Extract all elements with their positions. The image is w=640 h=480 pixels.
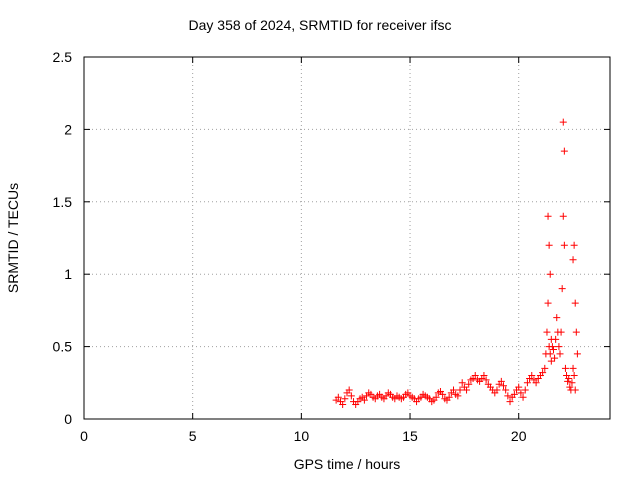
data-point xyxy=(480,372,488,380)
data-point xyxy=(528,372,536,380)
data-point xyxy=(539,369,547,377)
data-point xyxy=(572,328,580,336)
data-point xyxy=(532,379,540,387)
data-point xyxy=(546,350,554,358)
data-point xyxy=(560,147,568,155)
data-point xyxy=(564,377,572,385)
y-tick-label: 2 xyxy=(64,121,72,137)
data-point xyxy=(515,383,523,391)
y-tick-label: 0 xyxy=(64,411,72,427)
data-point xyxy=(552,335,560,343)
data-point xyxy=(555,343,563,351)
data-point xyxy=(549,345,557,353)
data-point xyxy=(463,386,471,394)
data-point xyxy=(569,364,577,372)
data-point xyxy=(345,386,353,394)
data-point xyxy=(456,386,464,394)
data-point xyxy=(445,393,453,401)
data-point xyxy=(506,398,514,406)
data-point xyxy=(570,241,578,249)
data-point xyxy=(570,372,578,380)
data-point xyxy=(558,285,566,293)
data-point xyxy=(545,241,553,249)
data-point xyxy=(334,393,342,401)
chart-title: Day 358 of 2024, SRMTID for receiver ifs… xyxy=(188,17,452,33)
y-tick-label: 1.5 xyxy=(53,194,73,210)
data-point xyxy=(551,354,559,362)
data-point xyxy=(568,379,576,387)
data-point xyxy=(341,395,349,403)
data-point xyxy=(560,241,568,249)
data-point xyxy=(493,386,501,394)
data-point xyxy=(569,256,577,264)
data-point xyxy=(517,389,525,397)
data-point xyxy=(499,382,507,390)
data-point xyxy=(544,212,552,220)
data-point xyxy=(482,376,490,384)
data-point xyxy=(566,383,574,391)
y-tick-label: 2.5 xyxy=(53,49,73,65)
data-point xyxy=(450,386,458,394)
data-point xyxy=(559,212,567,220)
data-point xyxy=(432,393,440,401)
data-point xyxy=(523,379,531,387)
data-point xyxy=(557,328,565,336)
data-point xyxy=(439,390,447,398)
data-point xyxy=(543,328,551,336)
data-point xyxy=(471,372,479,380)
data-point xyxy=(565,374,573,382)
data-point xyxy=(504,392,512,400)
y-tick-label: 1 xyxy=(64,266,72,282)
data-point xyxy=(571,299,579,307)
data-points xyxy=(332,118,581,409)
data-point xyxy=(458,379,466,387)
data-point xyxy=(547,357,555,365)
x-axis-label: GPS time / hours xyxy=(293,456,401,472)
data-point xyxy=(573,350,581,358)
x-tick-label: 5 xyxy=(189,428,197,444)
x-tick-label: 15 xyxy=(402,428,418,444)
data-point xyxy=(553,314,561,322)
data-point xyxy=(544,299,552,307)
y-tick-label: 0.5 xyxy=(53,339,73,355)
data-point xyxy=(502,386,510,394)
data-point xyxy=(561,364,569,372)
data-point xyxy=(559,118,567,126)
data-point xyxy=(556,350,564,358)
grid-lines xyxy=(84,57,610,419)
axis-ticks: 0 5 10 15 20 0 0.5 1 1.5 2 2.5 xyxy=(53,49,610,444)
data-point xyxy=(541,364,549,372)
data-point xyxy=(548,343,556,351)
data-point xyxy=(465,380,473,388)
data-point xyxy=(497,377,505,385)
data-point xyxy=(546,270,554,278)
data-point xyxy=(571,386,579,394)
data-point xyxy=(519,393,527,401)
data-point xyxy=(510,390,518,398)
data-point xyxy=(360,396,368,404)
x-tick-label: 10 xyxy=(294,428,310,444)
data-point xyxy=(339,401,347,409)
data-point xyxy=(347,392,355,400)
x-tick-label: 20 xyxy=(511,428,527,444)
y-axis-label: SRMTID / TECUs xyxy=(5,182,21,294)
x-tick-label: 0 xyxy=(80,428,88,444)
plot-frame xyxy=(83,56,611,420)
data-point xyxy=(521,386,529,394)
data-point xyxy=(454,392,462,400)
